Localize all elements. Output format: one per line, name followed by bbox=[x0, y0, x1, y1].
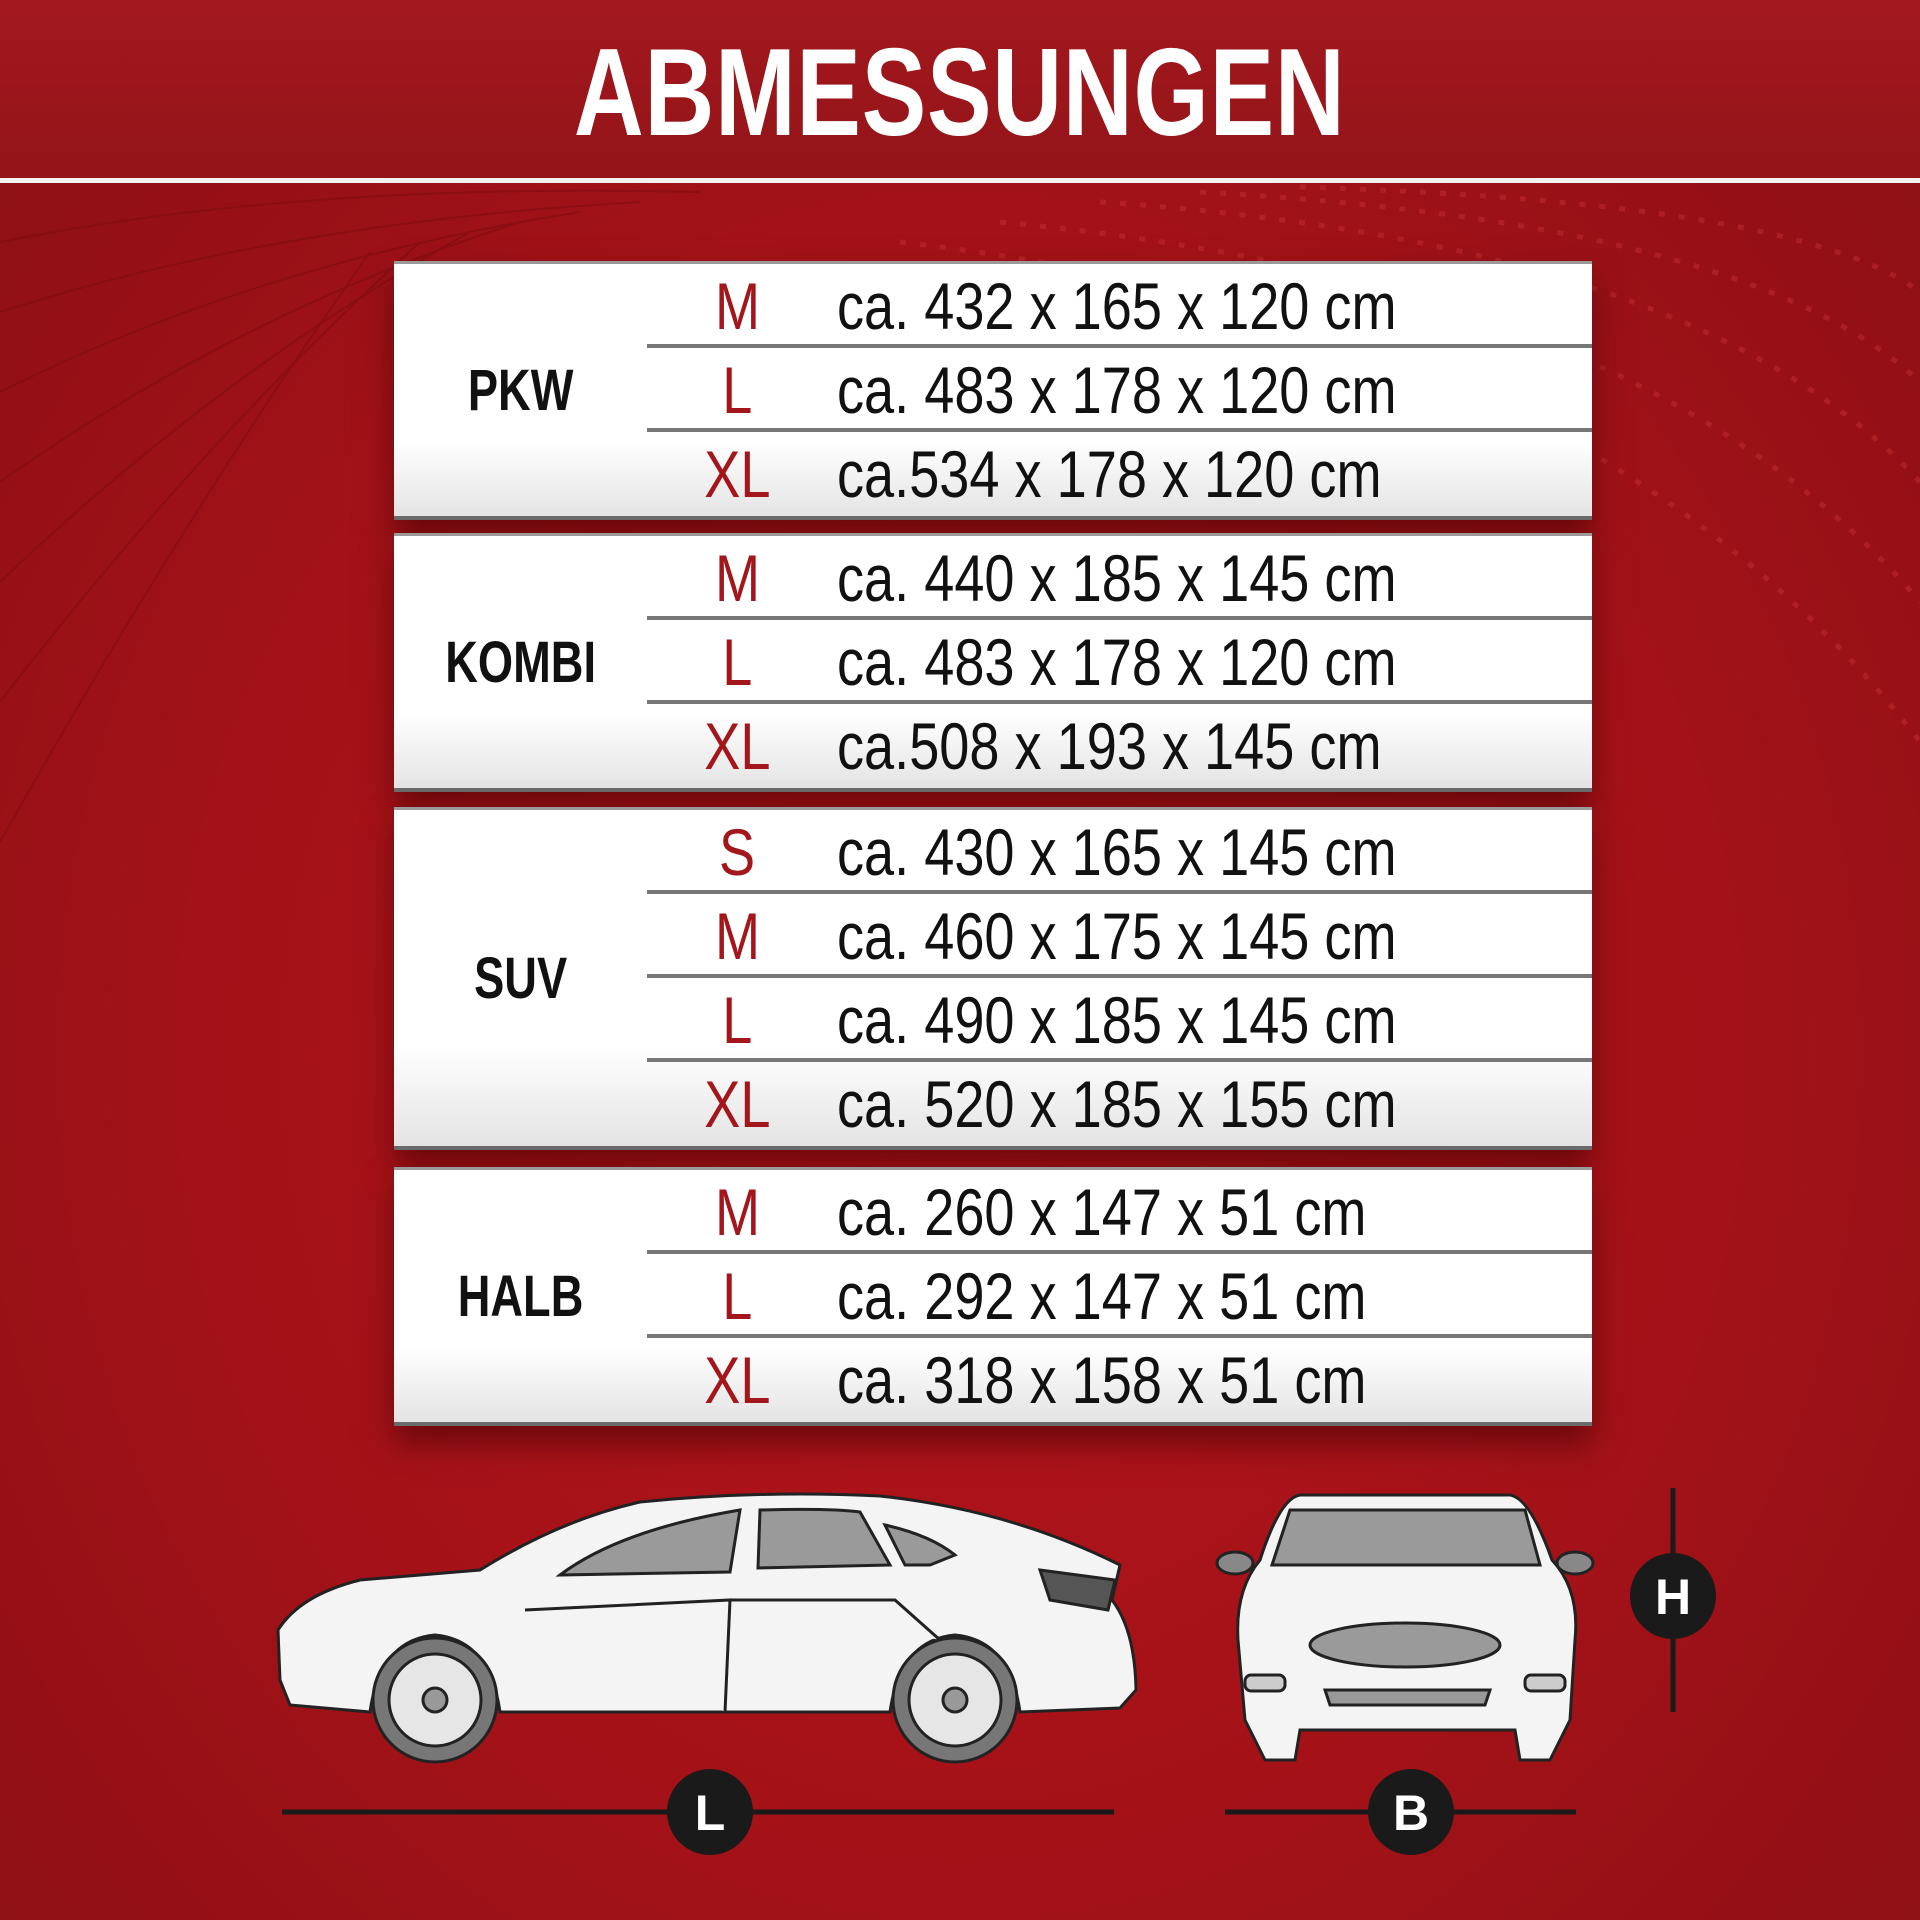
dimensions-value: ca. 520 x 185 x 155 cm bbox=[837, 1062, 1519, 1146]
category-label: PKW bbox=[394, 264, 647, 516]
dimensions-text: ca. 292 x 147 x 51 cm bbox=[837, 1259, 1367, 1333]
category-label: HALB bbox=[394, 1170, 647, 1422]
size-label: M bbox=[647, 894, 827, 978]
category-text: KOMBI bbox=[445, 629, 596, 695]
category-label: SUV bbox=[394, 810, 647, 1146]
size-text: S bbox=[718, 815, 756, 889]
length-badge bbox=[667, 1769, 753, 1855]
dimensions-text: ca. 460 x 175 x 145 cm bbox=[837, 899, 1397, 973]
dimensions-value: ca. 430 x 165 x 145 cm bbox=[837, 810, 1519, 894]
size-text: L bbox=[721, 983, 753, 1057]
category-label: KOMBI bbox=[394, 536, 647, 788]
category-text: PKW bbox=[467, 357, 574, 423]
dimensions-value: ca. 490 x 185 x 145 cm bbox=[837, 978, 1519, 1062]
size-text: L bbox=[721, 353, 753, 427]
size-label: XL bbox=[647, 704, 827, 788]
dimensions-value: ca. 260 x 147 x 51 cm bbox=[837, 1170, 1483, 1254]
dimensions-value: ca. 292 x 147 x 51 cm bbox=[837, 1254, 1483, 1338]
dimensions-text: ca. 440 x 185 x 145 cm bbox=[837, 541, 1397, 615]
size-label: L bbox=[647, 1254, 827, 1338]
size-text: XL bbox=[703, 1343, 771, 1417]
size-label: S bbox=[647, 810, 827, 894]
dimensions-text: ca.508 x 193 x 145 cm bbox=[837, 709, 1382, 783]
category-text: SUV bbox=[473, 945, 568, 1011]
size-text: XL bbox=[703, 437, 771, 511]
size-label: XL bbox=[647, 1338, 827, 1422]
dimensions-value: ca. 318 x 158 x 51 cm bbox=[837, 1338, 1483, 1422]
width-badge bbox=[1368, 1769, 1454, 1855]
dimensions-text: ca. 432 x 165 x 120 cm bbox=[837, 269, 1397, 343]
size-text: L bbox=[721, 625, 753, 699]
table-row: XL ca.534 x 178 x 120 cm bbox=[647, 428, 1592, 516]
category-text: HALB bbox=[457, 1263, 584, 1329]
dimensions-value: ca. 483 x 178 x 120 cm bbox=[837, 348, 1519, 432]
dimensions-text: ca. 490 x 185 x 145 cm bbox=[837, 983, 1397, 1057]
dimensions-value: ca. 483 x 178 x 120 cm bbox=[837, 620, 1519, 704]
height-badge bbox=[1630, 1553, 1716, 1639]
length-label: L bbox=[695, 1785, 726, 1841]
header-band: ABMESSUNGEN bbox=[0, 0, 1920, 183]
dimensions-value: ca. 460 x 175 x 145 cm bbox=[837, 894, 1519, 978]
table-row: XL ca.508 x 193 x 145 cm bbox=[647, 700, 1592, 788]
size-label: L bbox=[647, 620, 827, 704]
dimensions-text: ca. 260 x 147 x 51 cm bbox=[837, 1175, 1367, 1249]
dimensions-text: ca. 318 x 158 x 51 cm bbox=[837, 1343, 1367, 1417]
size-label: M bbox=[647, 1170, 827, 1254]
dimensions-value: ca.534 x 178 x 120 cm bbox=[837, 432, 1501, 516]
size-text: M bbox=[714, 1175, 760, 1249]
dimensions-text: ca. 483 x 178 x 120 cm bbox=[837, 625, 1397, 699]
dimension-diagram: L B H bbox=[276, 1488, 1716, 1855]
size-label: M bbox=[647, 264, 827, 348]
dimensions-value: ca. 432 x 165 x 120 cm bbox=[837, 264, 1519, 348]
dimensions-value: ca.508 x 193 x 145 cm bbox=[837, 704, 1501, 788]
table-row: XL ca. 520 x 185 x 155 cm bbox=[647, 1058, 1592, 1146]
height-label: H bbox=[1655, 1569, 1691, 1625]
size-label: XL bbox=[647, 432, 827, 516]
dimensions-value: ca. 440 x 185 x 145 cm bbox=[837, 536, 1519, 620]
car-side-view-icon bbox=[276, 1492, 1138, 1764]
page-title: ABMESSUNGEN bbox=[574, 24, 1346, 162]
size-label: XL bbox=[647, 1062, 827, 1146]
car-front-view-icon bbox=[1215, 1493, 1595, 1762]
size-text: M bbox=[714, 269, 760, 343]
size-text: M bbox=[714, 541, 760, 615]
dimensions-text: ca. 520 x 185 x 155 cm bbox=[837, 1067, 1397, 1141]
size-text: XL bbox=[703, 1067, 771, 1141]
size-text: XL bbox=[703, 709, 771, 783]
size-label: L bbox=[647, 978, 827, 1062]
dimensions-text: ca.534 x 178 x 120 cm bbox=[837, 437, 1382, 511]
width-label: B bbox=[1393, 1785, 1429, 1841]
table-row: XL ca. 318 x 158 x 51 cm bbox=[647, 1334, 1592, 1422]
size-label: M bbox=[647, 536, 827, 620]
size-text: L bbox=[721, 1259, 753, 1333]
dimensions-text: ca. 483 x 178 x 120 cm bbox=[837, 353, 1397, 427]
size-label: L bbox=[647, 348, 827, 432]
size-text: M bbox=[714, 899, 760, 973]
dimensions-text: ca. 430 x 165 x 145 cm bbox=[837, 815, 1397, 889]
